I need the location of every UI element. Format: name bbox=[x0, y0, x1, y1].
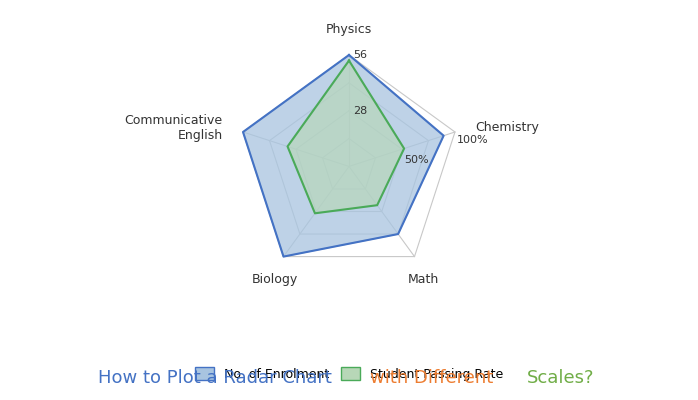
Text: 28: 28 bbox=[353, 106, 368, 116]
Text: 50%: 50% bbox=[404, 155, 429, 165]
Text: Math: Math bbox=[408, 273, 438, 286]
Text: Chemistry: Chemistry bbox=[475, 121, 540, 134]
Polygon shape bbox=[288, 60, 404, 213]
Polygon shape bbox=[243, 55, 444, 256]
Text: 100%: 100% bbox=[457, 135, 489, 145]
Legend: No. of Enrolment, Student Passing Rate: No. of Enrolment, Student Passing Rate bbox=[195, 368, 503, 381]
Text: Biology: Biology bbox=[252, 273, 298, 286]
Text: Physics: Physics bbox=[326, 23, 372, 36]
Text: How to Plot a Radar Chart: How to Plot a Radar Chart bbox=[98, 369, 337, 387]
Text: Communicative
English: Communicative English bbox=[124, 114, 223, 142]
Text: with Different: with Different bbox=[370, 369, 499, 387]
Text: 56: 56 bbox=[353, 50, 367, 60]
Text: Scales?: Scales? bbox=[527, 369, 595, 387]
